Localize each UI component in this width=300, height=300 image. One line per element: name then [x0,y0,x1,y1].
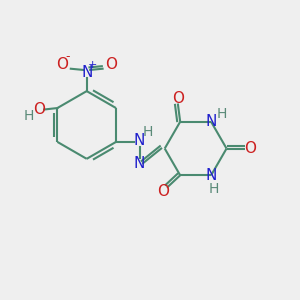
Text: -: - [65,50,70,63]
Text: H: H [209,182,219,196]
Text: O: O [158,184,169,199]
Text: O: O [33,102,45,117]
Text: H: H [217,106,227,121]
Text: O: O [105,57,117,72]
Text: H: H [142,125,153,140]
Text: N: N [81,65,92,80]
Text: O: O [172,91,184,106]
Text: O: O [56,57,68,72]
Text: N: N [206,168,218,183]
Text: N: N [134,133,145,148]
Text: N: N [134,156,145,171]
Text: N: N [206,114,218,129]
Text: +: + [87,60,97,70]
Text: H: H [24,109,34,123]
Text: O: O [244,141,256,156]
